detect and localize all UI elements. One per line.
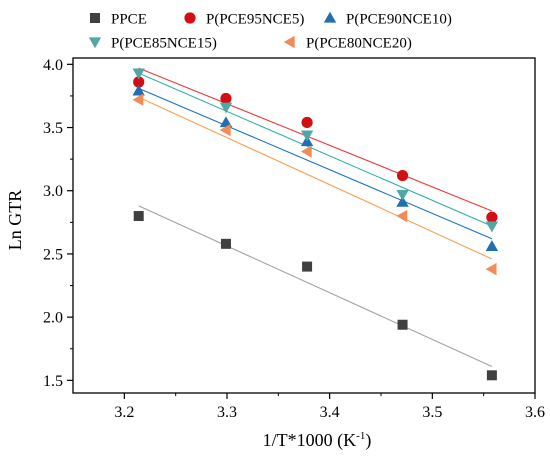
legend-label: P(PCE95NCE5) — [206, 12, 304, 28]
data-point — [486, 211, 498, 223]
x-axis-ticks: 3.2 3.3 3.4 3.5 3.6 — [114, 393, 545, 421]
data-point — [220, 238, 231, 249]
fit-line — [138, 72, 493, 227]
legend-item: PPCE — [90, 12, 147, 28]
y-tick-label: 3.5 — [43, 120, 63, 137]
y-tick-label: 4.0 — [43, 57, 63, 74]
data-point — [300, 130, 314, 142]
legend-marker — [88, 37, 102, 49]
data-point — [485, 262, 497, 276]
y-axis-label: Ln GTR — [5, 190, 25, 251]
y-tick-label: 2.0 — [43, 310, 63, 327]
data-point — [132, 84, 145, 96]
legend-marker — [184, 12, 196, 24]
x-tick-label: 3.2 — [114, 404, 134, 421]
data-point — [396, 189, 409, 201]
legend-marker — [283, 35, 295, 49]
legend-item: P(PCE95NCE5) — [184, 12, 304, 28]
data-point — [396, 169, 409, 182]
y-tick-label: 1.5 — [43, 373, 63, 390]
legend-label: PPCE — [111, 12, 147, 28]
data-point — [301, 116, 313, 129]
data-points — [132, 68, 499, 381]
x-tick-label: 3.5 — [422, 404, 442, 421]
data-point — [485, 221, 499, 233]
y-tick-label: 2.5 — [43, 246, 63, 263]
data-point — [486, 370, 497, 381]
legend-marker — [90, 13, 100, 23]
data-point — [300, 145, 312, 158]
x-tick-label: 3.3 — [217, 404, 237, 421]
data-point — [132, 68, 145, 80]
data-point — [132, 93, 144, 106]
data-point — [396, 209, 408, 223]
data-point — [133, 211, 144, 222]
y-tick-label: 3.0 — [43, 183, 63, 200]
fit-line — [138, 67, 493, 212]
x-axis-label: 1/T*1000 (K-1) — [263, 430, 372, 451]
legend-label: P(PCE80NCE20) — [306, 36, 412, 52]
data-point — [219, 116, 233, 128]
fit-line — [138, 96, 493, 260]
legend: PPCE P(PCE95NCE5) P(PCE90NCE10) P(PCE85NCE1… — [88, 11, 452, 52]
x-tick-label: 3.4 — [320, 404, 340, 421]
legend-marker — [323, 11, 337, 23]
legend-label: P(PCE90NCE10) — [346, 12, 452, 28]
data-point — [302, 261, 313, 272]
legend-label: P(PCE85NCE15) — [111, 36, 217, 52]
plot-frame — [72, 57, 536, 394]
legend-item: P(PCE85NCE15) — [88, 36, 217, 52]
data-point — [220, 92, 232, 105]
data-point — [397, 319, 408, 330]
fit-lines — [138, 67, 493, 367]
fit-line — [138, 87, 493, 240]
data-point — [219, 102, 233, 114]
data-point — [219, 123, 231, 137]
data-point — [485, 240, 499, 252]
x-tick-label: 3.6 — [525, 404, 545, 421]
data-point — [396, 195, 409, 207]
legend-item: P(PCE80NCE20) — [283, 35, 412, 52]
data-point — [133, 76, 145, 88]
legend-item: P(PCE90NCE10) — [323, 11, 452, 28]
fit-line — [138, 205, 493, 367]
y-axis-ticks: 1.5 2.0 2.5 3.0 3.5 4.0 — [43, 57, 73, 390]
